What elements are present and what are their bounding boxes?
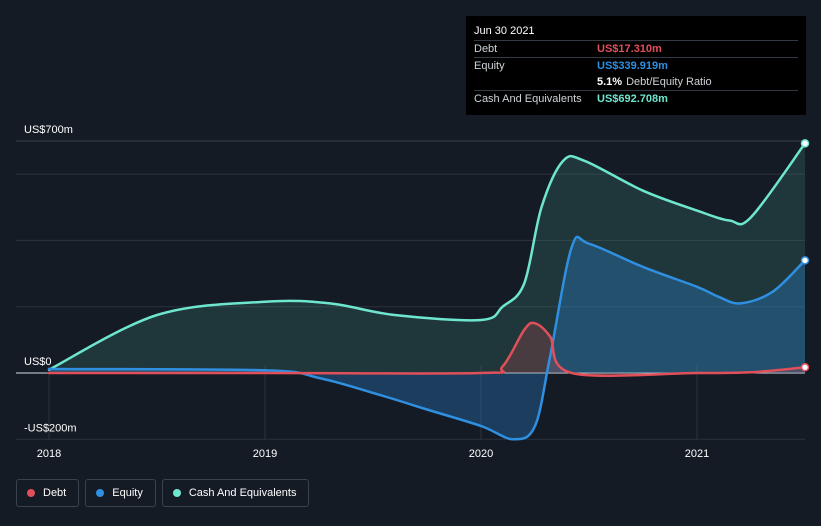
tooltip-row-ratio: 5.1% Debt/Equity Ratio: [474, 74, 798, 90]
tooltip-row-debt: Debt US$17.310m: [474, 40, 798, 57]
x-tick-label-2020: 2020: [469, 448, 493, 460]
legend-item-cash[interactable]: Cash And Equivalents: [161, 479, 310, 507]
tooltip: Jun 30 2021 Debt US$17.310m Equity US$33…: [466, 16, 806, 115]
tooltip-row-cash: Cash And Equivalents US$692.708m: [474, 90, 798, 107]
tooltip-equity-label: Equity: [474, 60, 505, 72]
tooltip-ratio-value: 5.1%: [597, 76, 623, 88]
tooltip-cash-value: US$692.708m: [597, 93, 668, 105]
y-tick-label-zero: US$0: [24, 356, 52, 368]
equity-dot-icon: [96, 489, 105, 497]
x-tick-label-2018: 2018: [37, 448, 61, 460]
tooltip-cash-label: Cash And Equivalents: [474, 93, 582, 105]
x-tick-label-2019: 2019: [253, 448, 277, 460]
debt-line: [47, 321, 807, 377]
cash-end-marker: [800, 139, 810, 148]
tooltip-debt-value: US$17.310m: [597, 43, 662, 55]
tooltip-row-equity: Equity US$339.919m: [474, 57, 798, 74]
series-areas: [49, 143, 805, 440]
series-lines: [47, 142, 807, 441]
legend-item-debt[interactable]: Debt: [16, 479, 80, 507]
cash-line: [47, 142, 807, 371]
y-tick-label-bottom: -US$200m: [24, 422, 77, 434]
tooltip-ratio-label: Debt/Equity Ratio: [626, 76, 712, 88]
debt-dot-icon: [27, 489, 35, 497]
tooltip-date: Jun 30 2021: [474, 25, 535, 37]
cash-area: [49, 143, 805, 373]
legend-item-equity[interactable]: Equity: [85, 479, 156, 507]
equity-line: [47, 235, 807, 441]
tooltip-equity-value: US$339.919m: [597, 60, 668, 72]
x-tick-label-2021: 2021: [685, 448, 709, 460]
legend-label-debt: Debt: [43, 487, 67, 499]
legend-label-equity: Equity: [112, 487, 143, 499]
legend: Debt Equity Cash And Equivalents: [16, 479, 310, 507]
tooltip-debt-label: Debt: [474, 43, 498, 55]
y-tick-label-top: US$700m: [24, 124, 73, 136]
end-markers: [800, 139, 810, 372]
equity-area: [49, 236, 805, 440]
legend-label-cash: Cash And Equivalents: [188, 487, 297, 499]
debt-end-marker: [800, 363, 810, 372]
axes: US$700m US$0 -US$200m 2018 2019 2020 202…: [24, 124, 709, 460]
tooltip-ratio-spacer: [474, 74, 597, 90]
cash-dot-icon: [172, 489, 181, 497]
equity-end-marker: [800, 256, 810, 265]
